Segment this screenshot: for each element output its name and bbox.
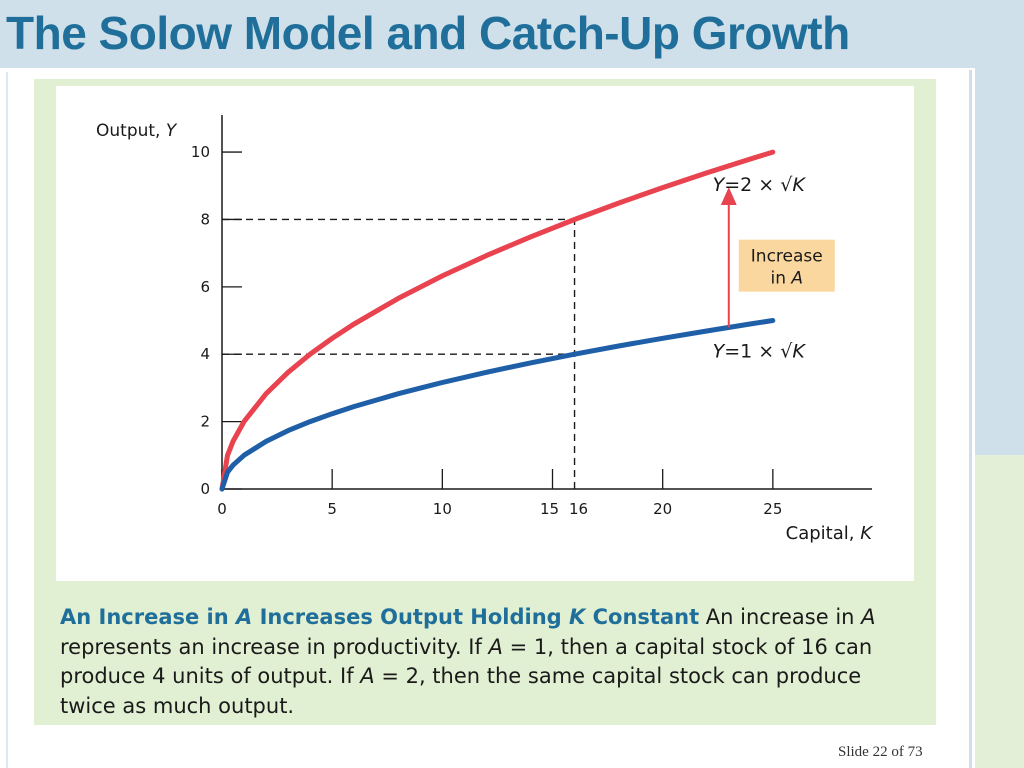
x-tick-label: 0 [217,500,227,518]
blue-curve-label: Y=1 × √K [713,341,807,363]
slide-number: Slide 22 of 73 [838,744,923,760]
caption-variable: A [488,634,503,659]
y-tick-label: 2 [200,413,210,431]
solow-chart: 0 2 4 6 8 10 0 5 10 15 16 20 25 Output, Y Capital, K Y=… [96,115,874,544]
figure-caption: An Increase in A Increases Output Holdin… [60,603,910,721]
red-curve-label: Y=2 × √K [713,174,807,196]
caption-text: represents an increase in productivity. … [60,634,489,659]
right-decorative-strip [975,0,1024,455]
caption-heading-variable: A [236,605,253,629]
y-tick-label: 6 [200,278,210,296]
x-tick-label: 25 [763,500,782,518]
content-right-border [969,70,972,768]
content-left-border [6,72,8,768]
right-decorative-strip-lower [975,455,1024,768]
x-tick-label: 16 [569,500,588,518]
caption-text: = 2, then the same capital stock can pro… [60,664,862,718]
caption-variable: A [360,664,375,688]
increase-in-a-callout [738,239,835,292]
y-tick-label: 10 [191,143,210,161]
callout-label: in A [771,269,804,289]
caption-heading-part: Constant [585,605,700,629]
slide-title: The Solow Model and Catch-Up Growth [6,7,850,59]
x-tick-label: 5 [327,500,337,518]
caption-text: = 1, then a capital stock of 16 can prod… [60,634,873,689]
series-line-a2 [219,149,776,492]
x-tick-label: 10 [433,500,452,518]
caption-heading-part: Increases Output Holding [252,605,570,629]
caption-heading-part: An Increase in [60,605,237,629]
y-tick-label: 8 [200,210,210,228]
y-axis-title: Output, Y [96,121,178,141]
title-divider [0,68,975,70]
caption-variable: A [861,605,876,629]
plot-panel: 0 2 4 6 8 10 0 5 10 15 16 20 25 Output, Y Capital, K Y=… [56,86,914,581]
x-tick-label: 20 [653,500,672,518]
y-tick-label: 4 [200,345,210,363]
x-tick-label: 15 [540,500,559,518]
title-bar [0,0,975,68]
caption-text: An increase in [699,605,862,629]
callout-label: Increase [751,247,823,267]
x-axis-title: Capital, K [786,523,874,544]
caption-heading-variable: K [569,605,586,629]
y-tick-label: 0 [200,480,210,498]
series-line-a1 [219,318,776,492]
caption-heading: An Increase in A Increases Output Holdin… [60,605,699,629]
